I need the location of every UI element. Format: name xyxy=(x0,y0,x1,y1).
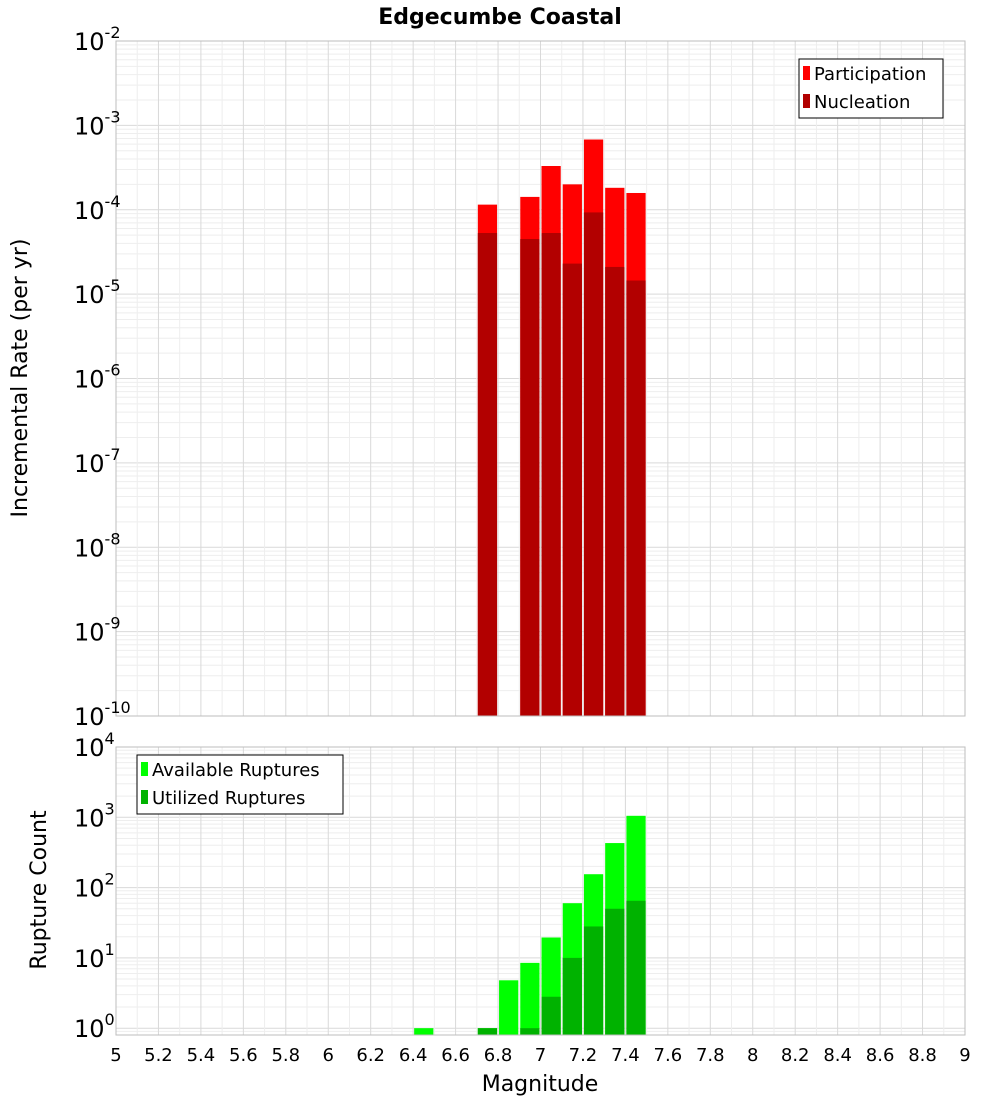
x-tick-label: 8.2 xyxy=(781,1045,810,1066)
x-tick-label: 7.2 xyxy=(569,1045,598,1066)
legend-swatch xyxy=(141,790,148,804)
y-tick-exponent: 0 xyxy=(105,1010,115,1029)
bar-secondary xyxy=(605,908,625,1035)
chart-title: Edgecumbe Coastal xyxy=(378,5,622,30)
x-tick-label: 6.6 xyxy=(441,1045,470,1066)
y-tick-label: 103 xyxy=(74,799,115,832)
bar-secondary xyxy=(520,1028,540,1035)
x-tick-label: 5.6 xyxy=(229,1045,258,1066)
y-tick-label: 10-5 xyxy=(74,276,121,309)
y-tick-exponent: -5 xyxy=(105,276,121,295)
x-tick-label: 5.2 xyxy=(144,1045,173,1066)
bar-secondary xyxy=(583,212,604,717)
y-tick-exponent: 3 xyxy=(105,799,115,818)
x-axis-label: Magnitude xyxy=(482,1072,599,1097)
y-tick-base: 10 xyxy=(74,450,105,478)
legend-box xyxy=(798,58,944,119)
x-tick-label: 7 xyxy=(535,1045,546,1066)
x-tick-label: 6.8 xyxy=(484,1045,513,1066)
x-tick-label: 8.4 xyxy=(823,1045,852,1066)
bar-secondary xyxy=(477,1028,498,1035)
y-tick-exponent: -6 xyxy=(105,361,121,380)
y-tick-label: 104 xyxy=(74,729,115,762)
y-tick-exponent: 2 xyxy=(105,870,115,889)
x-tick-label: 6.4 xyxy=(399,1045,428,1066)
legend-label: Nucleation xyxy=(814,92,910,113)
bar-primary xyxy=(414,1028,434,1035)
bar-secondary xyxy=(562,263,582,716)
legend-box xyxy=(136,754,344,815)
y-tick-label: 10-4 xyxy=(74,192,121,225)
y-tick-base: 10 xyxy=(74,112,105,140)
legend-label: Utilized Ruptures xyxy=(152,788,305,809)
y-tick-exponent: -9 xyxy=(105,614,121,633)
bar-secondary xyxy=(605,266,625,716)
bar-secondary xyxy=(583,926,604,1035)
y-tick-exponent: 1 xyxy=(105,940,115,959)
y-tick-base: 10 xyxy=(74,945,105,973)
y-tick-label: 10-10 xyxy=(74,698,131,731)
x-tick-label: 8 xyxy=(747,1045,758,1066)
x-tick-label: 7.6 xyxy=(654,1045,683,1066)
x-tick-label: 8.8 xyxy=(908,1045,937,1066)
y-tick-label: 102 xyxy=(74,870,115,903)
rate-panel: 10-210-310-410-510-610-710-810-910-10Par… xyxy=(74,23,966,731)
y-tick-base: 10 xyxy=(74,534,105,562)
y-tick-label: 101 xyxy=(74,940,115,973)
y-tick-base: 10 xyxy=(74,28,105,56)
bar-secondary xyxy=(541,233,561,716)
x-tick-label: 6 xyxy=(323,1045,334,1066)
legend-label: Available Ruptures xyxy=(152,760,320,781)
legend-swatch xyxy=(141,762,148,776)
y-tick-base: 10 xyxy=(74,804,105,832)
y-tick-label: 10-2 xyxy=(74,23,121,56)
y-tick-exponent: -4 xyxy=(105,192,121,211)
y-tick-label: 10-7 xyxy=(74,445,121,478)
x-tick-label: 6.2 xyxy=(356,1045,385,1066)
y-tick-base: 10 xyxy=(74,734,105,762)
y-tick-exponent: -2 xyxy=(105,23,121,42)
y-tick-base: 10 xyxy=(74,703,105,731)
y-tick-base: 10 xyxy=(74,875,105,903)
x-tick-label: 9 xyxy=(959,1045,970,1066)
bar-primary xyxy=(499,980,519,1035)
y-tick-base: 10 xyxy=(74,366,105,394)
bar-secondary xyxy=(477,233,498,716)
x-tick-label: 5.4 xyxy=(187,1045,216,1066)
y-tick-exponent: 4 xyxy=(105,729,115,748)
bar-secondary xyxy=(626,900,646,1035)
top-y-axis-label: Incremental Rate (per yr) xyxy=(8,239,33,518)
y-tick-label: 100 xyxy=(74,1010,115,1043)
y-tick-base: 10 xyxy=(74,1015,105,1043)
y-tick-label: 10-9 xyxy=(74,614,121,647)
bar-secondary xyxy=(626,280,646,716)
bar-secondary xyxy=(541,996,561,1035)
x-tick-label: 8.6 xyxy=(866,1045,895,1066)
bar-secondary xyxy=(562,957,582,1035)
legend-swatch xyxy=(803,94,810,108)
y-tick-label: 10-3 xyxy=(74,107,121,140)
plot-border xyxy=(115,40,966,717)
x-tick-label: 5.8 xyxy=(271,1045,300,1066)
y-tick-base: 10 xyxy=(74,197,105,225)
y-tick-exponent: -7 xyxy=(105,445,121,464)
y-tick-exponent: -10 xyxy=(105,698,131,717)
legend-label: Participation xyxy=(814,64,926,85)
y-tick-base: 10 xyxy=(74,619,105,647)
y-tick-exponent: -8 xyxy=(105,529,121,548)
plot-border xyxy=(115,746,966,1036)
y-tick-label: 10-8 xyxy=(74,529,121,562)
x-tick-label: 7.4 xyxy=(611,1045,640,1066)
legend-swatch xyxy=(803,66,810,80)
y-tick-exponent: -3 xyxy=(105,107,121,126)
bar-secondary xyxy=(520,239,540,716)
bottom-y-axis-label: Rupture Count xyxy=(27,810,52,970)
x-tick-label: 5 xyxy=(110,1045,121,1066)
bar-primary xyxy=(520,962,540,1035)
y-tick-base: 10 xyxy=(74,281,105,309)
x-tick-label: 7.8 xyxy=(696,1045,725,1066)
y-tick-label: 10-6 xyxy=(74,361,121,394)
